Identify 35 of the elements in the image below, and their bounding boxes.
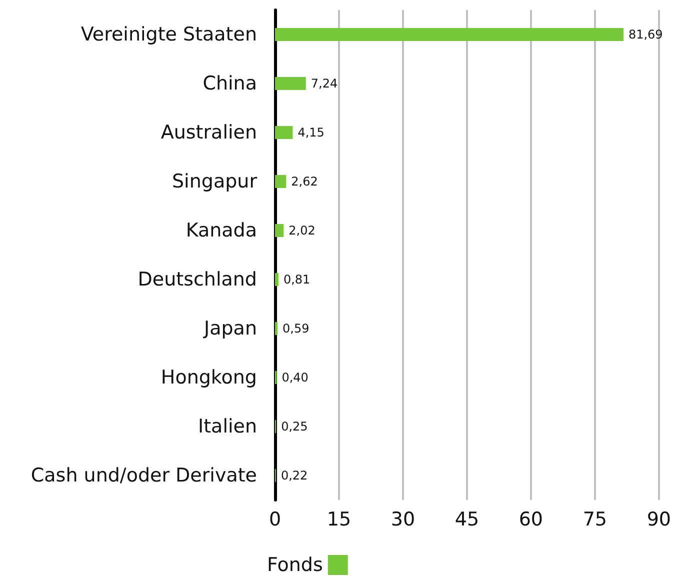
- x-tick-label: 60: [518, 508, 544, 530]
- y-tick-label: Cash und/oder Derivate: [30, 464, 257, 486]
- text: 7,24: [310, 76, 338, 90]
- y-tick-label: Singapur: [172, 170, 258, 192]
- text: 4,15: [298, 126, 324, 140]
- y-tick-label: Italien: [198, 416, 257, 438]
- y-tick-label: Hongkong: [160, 366, 257, 388]
- bar: [275, 273, 278, 286]
- text: 0,40: [282, 370, 308, 384]
- y-tick-label: Deutschland: [138, 268, 257, 290]
- text: 0,25: [281, 420, 308, 434]
- x-tick-label: 0: [268, 508, 282, 530]
- bar: [275, 322, 278, 335]
- text: 2,62: [291, 174, 318, 188]
- bar: [275, 28, 624, 41]
- bar: [275, 77, 306, 90]
- bar: [275, 224, 284, 237]
- x-tick-label: 45: [454, 508, 480, 530]
- x-tick-label: 30: [390, 508, 416, 530]
- text: 0,81: [283, 272, 310, 286]
- y-tick-label: Vereinigte Staaten: [80, 24, 257, 46]
- legend-label: Fonds: [266, 554, 323, 576]
- x-tick-label: 15: [326, 508, 352, 530]
- bar: [275, 175, 286, 188]
- bar: [275, 126, 293, 139]
- y-tick-label: Kanada: [186, 220, 257, 242]
- y-tick-label: Australien: [160, 122, 257, 144]
- text: 0,22: [280, 468, 308, 482]
- x-tick-label: 75: [582, 508, 608, 530]
- text: 81,69: [628, 28, 663, 42]
- text: 0,59: [282, 322, 310, 336]
- y-tick-label: Japan: [203, 318, 257, 340]
- y-tick-label: China: [202, 72, 257, 94]
- x-tick-label: 90: [646, 508, 672, 530]
- text: 2,02: [288, 224, 316, 238]
